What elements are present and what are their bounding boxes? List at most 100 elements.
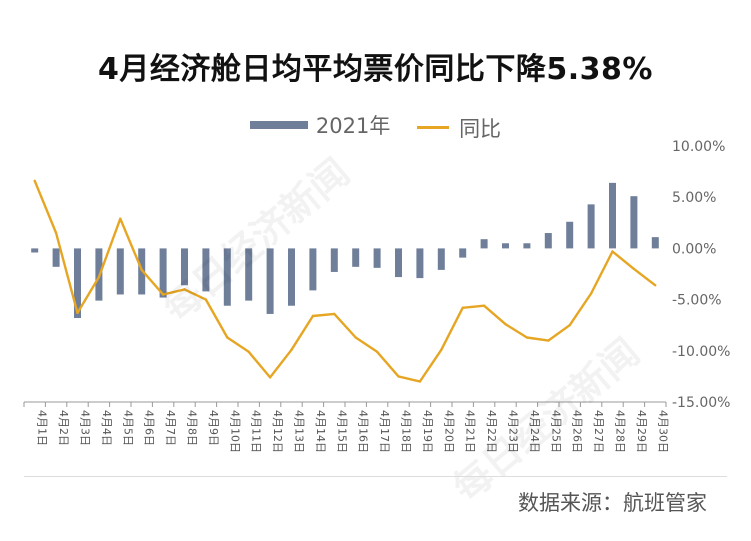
bar <box>502 243 509 249</box>
line-point <box>482 304 486 307</box>
x-tick-label: 4月3日 <box>79 410 92 446</box>
y-tick-label: 10.00% <box>672 139 725 155</box>
bar <box>202 248 210 292</box>
bar <box>523 243 531 249</box>
line-point <box>204 298 208 301</box>
legend: 2021年 同比 <box>0 110 751 143</box>
bar <box>288 248 295 306</box>
bar <box>181 248 188 286</box>
line-series-yoy <box>33 180 657 383</box>
line-point <box>611 250 614 253</box>
bar <box>630 196 638 249</box>
bar <box>116 248 124 295</box>
x-tick-label: 4月24日 <box>528 410 541 453</box>
x-tick-label: 4月1日 <box>36 410 49 446</box>
x-tick-label: 4月30日 <box>656 410 669 453</box>
line-point <box>654 284 657 287</box>
line-point <box>54 231 58 235</box>
line-point <box>290 348 293 351</box>
legend-label-bar: 2021年 <box>315 114 391 138</box>
bar <box>437 248 445 270</box>
legend-item-bar: 2021年 <box>249 110 391 140</box>
x-tick-label: 4月17日 <box>378 410 391 453</box>
line-point <box>311 314 315 318</box>
line-point <box>525 336 529 339</box>
x-tick-label: 4月25日 <box>549 410 562 453</box>
bar <box>52 248 60 267</box>
line-point <box>589 292 593 295</box>
bar <box>587 204 595 249</box>
x-tick-label: 4月5日 <box>121 410 134 446</box>
bar <box>459 248 467 258</box>
bar <box>309 248 317 291</box>
bar <box>395 248 402 278</box>
x-tick-label: 4月13日 <box>293 410 306 453</box>
legend-bar-swatch <box>249 121 308 129</box>
bar <box>480 239 488 249</box>
x-tick-label: 4月11日 <box>250 410 263 453</box>
x-tick-label: 4月20日 <box>442 410 455 453</box>
line-point <box>375 350 379 354</box>
legend-line-swatch <box>417 126 450 129</box>
x-tick-label: 4月4日 <box>100 410 113 446</box>
x-tick-label: 4月28日 <box>614 410 627 453</box>
bar <box>31 248 39 253</box>
line-point <box>268 376 272 379</box>
data-source: 数据来源：航班管家 <box>518 491 707 515</box>
line-point <box>247 350 250 354</box>
x-tick-label: 4月29日 <box>635 410 648 453</box>
y-tick-label: -5.00% <box>672 293 722 309</box>
legend-label-line: 同比 <box>459 116 502 141</box>
line-point <box>161 293 165 296</box>
x-tick-label: 4月16日 <box>357 410 370 453</box>
bar <box>373 248 381 268</box>
line-point <box>440 348 443 351</box>
line-point <box>140 268 143 272</box>
bar <box>74 248 81 319</box>
legend-item-line: 同比 <box>417 113 501 143</box>
bar <box>266 248 274 314</box>
y-tick-label: -10.00% <box>672 344 730 360</box>
x-tick-label: 4月7日 <box>164 410 177 446</box>
chart-title: 4月经济舱日均平均票价同比下降5.38% <box>98 52 653 87</box>
line-point <box>547 339 550 342</box>
line-point <box>461 306 464 309</box>
line-point <box>97 275 101 279</box>
line-point <box>504 322 507 326</box>
bar <box>159 248 167 298</box>
y-tick-label: 0.00% <box>672 241 716 257</box>
bar <box>544 233 552 249</box>
x-tick-label: 4月14日 <box>314 410 327 453</box>
x-tick-label: 4月27日 <box>592 410 605 453</box>
x-tick-label: 4月23日 <box>507 410 520 453</box>
line-point <box>183 288 186 291</box>
bar <box>223 248 231 306</box>
x-tick-label: 4月18日 <box>400 410 413 453</box>
bar <box>609 182 616 249</box>
line-point <box>119 217 122 220</box>
line-point <box>568 324 571 327</box>
line-point <box>418 380 422 383</box>
line-point <box>632 267 636 271</box>
x-tick-label: 4月19日 <box>421 410 434 453</box>
y-tick-label: -15.00% <box>672 395 730 411</box>
y-tick-label: 5.00% <box>672 190 716 206</box>
x-tick-label: 4月8日 <box>186 410 199 446</box>
line-point <box>76 311 79 315</box>
line-point <box>226 336 229 339</box>
x-tick-label: 4月12日 <box>271 410 284 453</box>
x-tick-label: 4月15日 <box>335 410 348 453</box>
bar <box>330 248 338 272</box>
bar <box>566 221 574 249</box>
x-tick-label: 4月21日 <box>464 410 477 453</box>
x-tick-label: 4月2日 <box>57 410 70 446</box>
x-tick-label: 4月9日 <box>207 410 220 446</box>
bar <box>352 248 360 267</box>
bar <box>651 237 659 249</box>
bar <box>416 248 424 279</box>
x-tick-label: 4月6日 <box>143 410 156 446</box>
x-tick-label: 4月26日 <box>571 410 584 453</box>
x-tick-label: 4月22日 <box>485 410 498 453</box>
x-tick-label: 4月10日 <box>228 410 241 453</box>
